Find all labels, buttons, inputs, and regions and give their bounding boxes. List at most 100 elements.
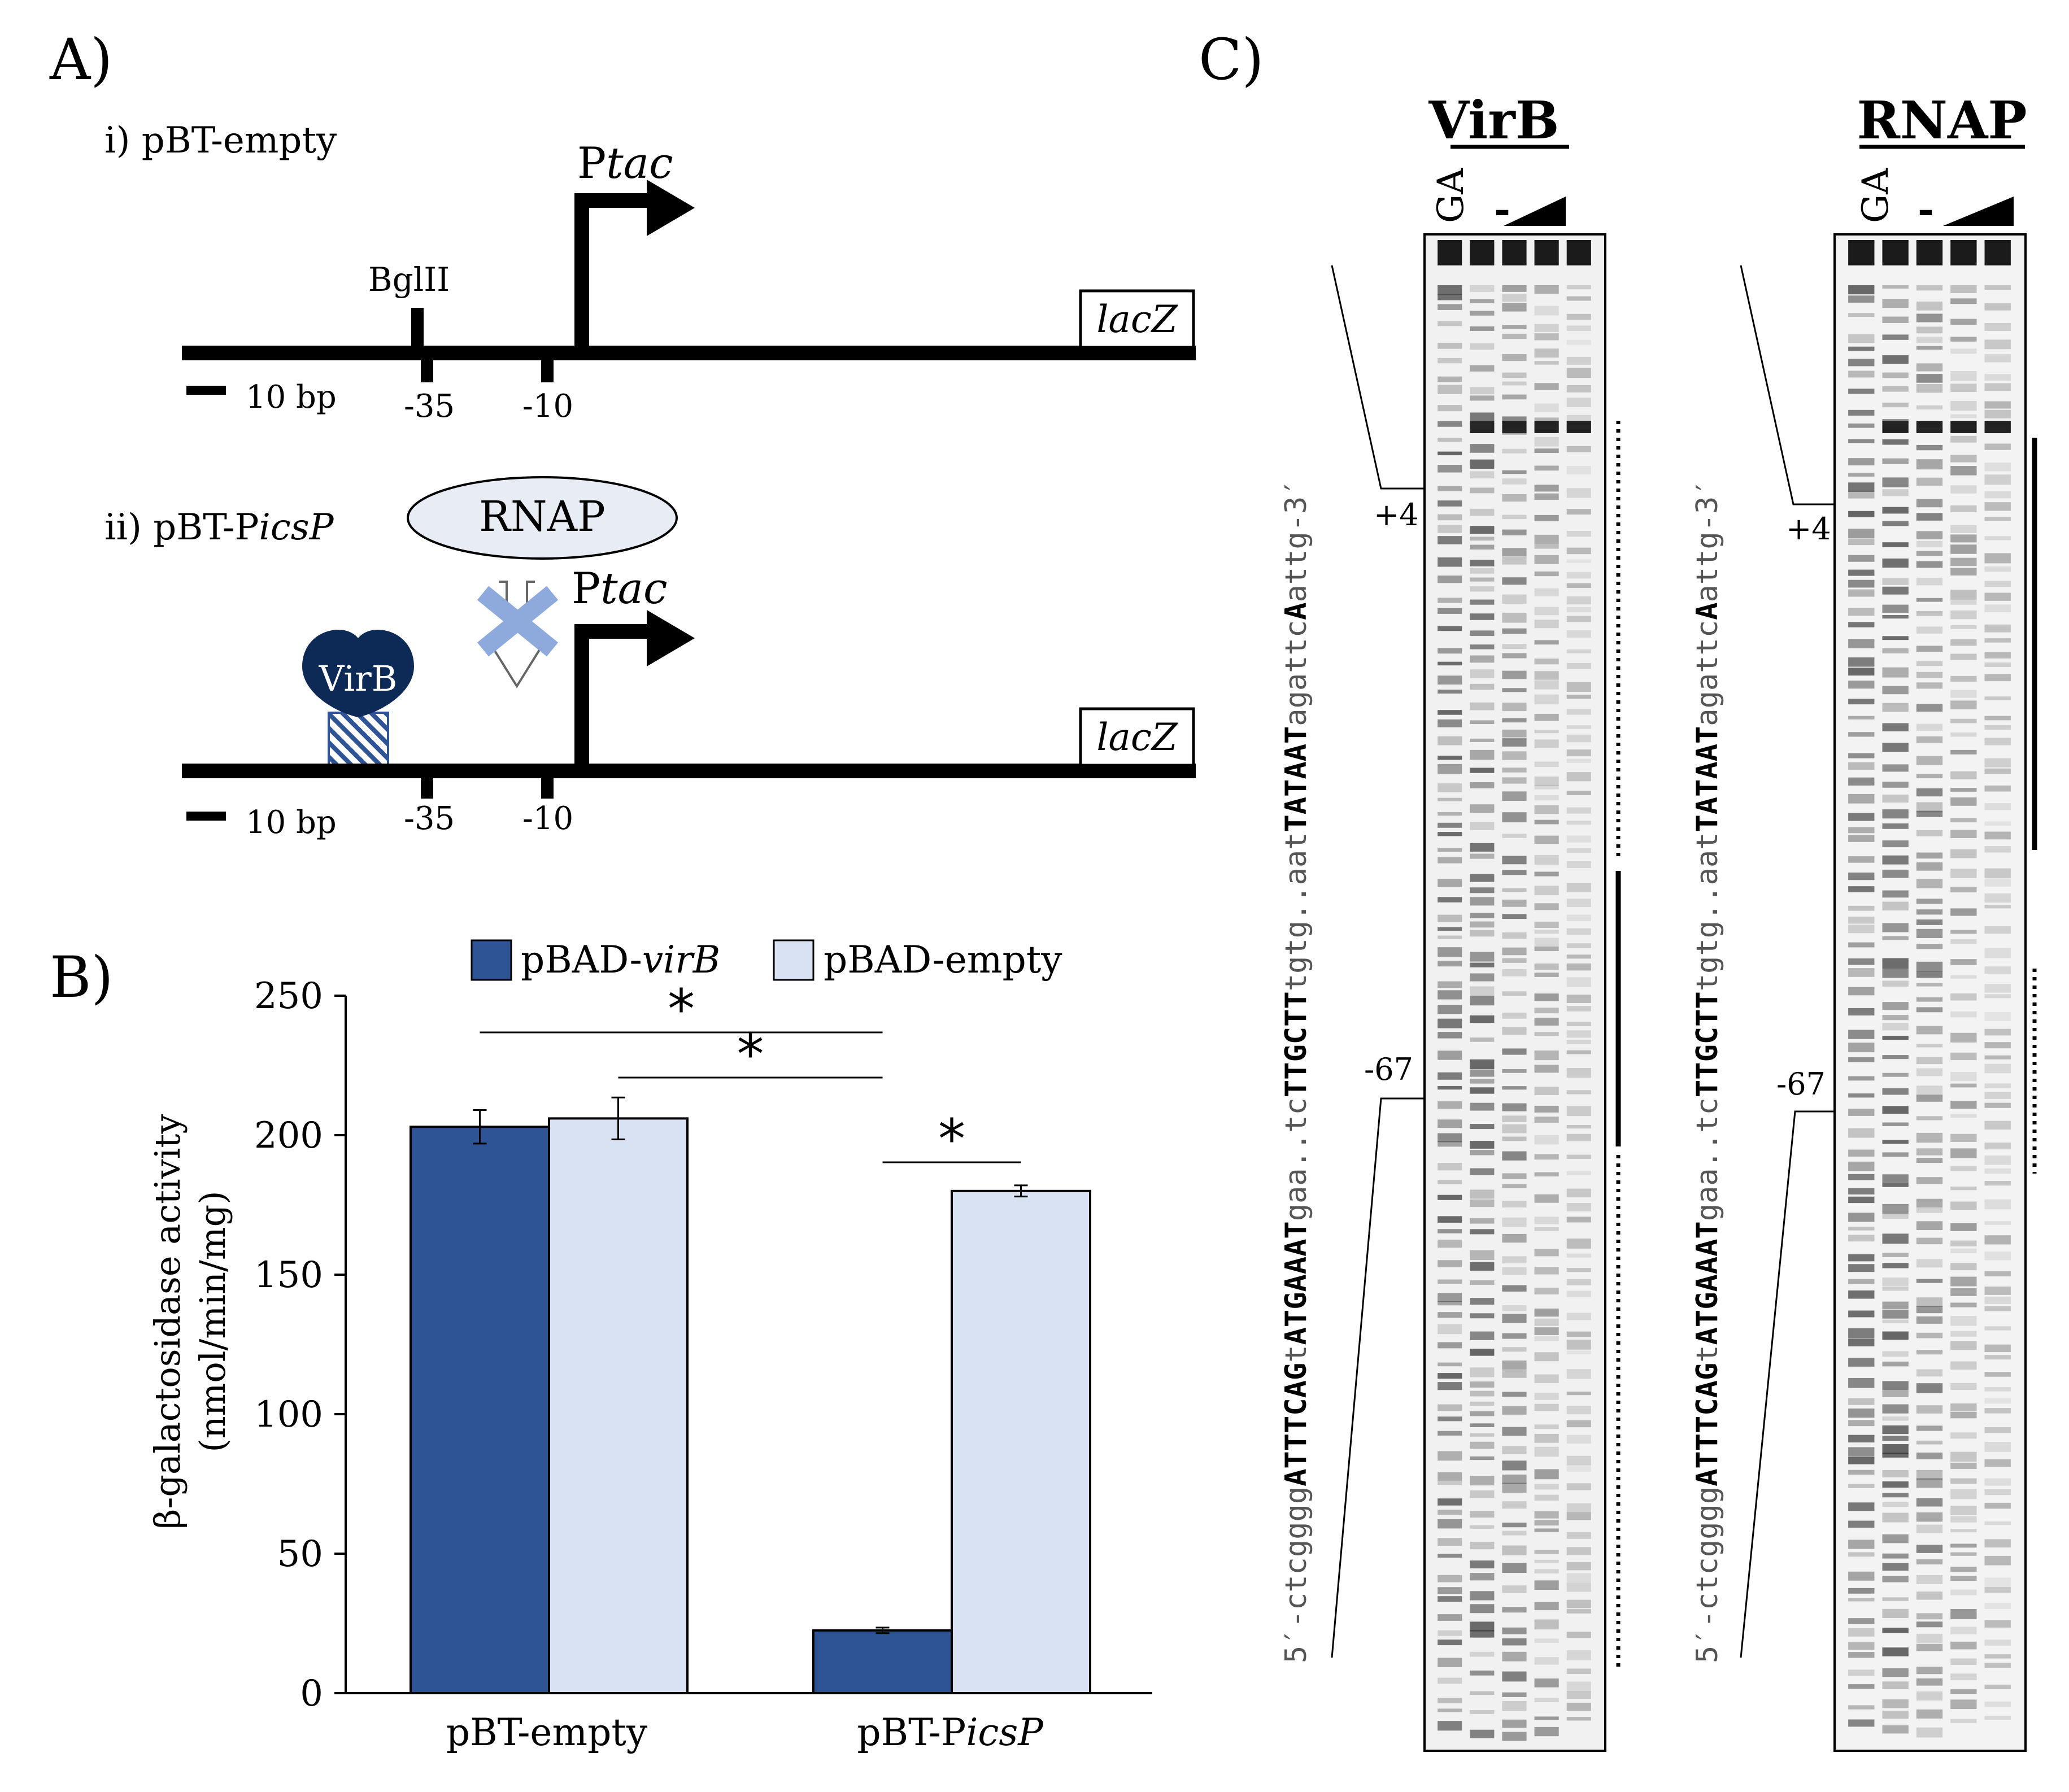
gel-band xyxy=(1848,346,1875,351)
gel-band xyxy=(1848,777,1875,786)
gel-band xyxy=(1470,526,1495,534)
gel-band xyxy=(1470,459,1495,469)
gel-band xyxy=(1438,1416,1462,1422)
gel-band xyxy=(1950,1341,1977,1350)
gel-band xyxy=(1534,403,1559,412)
gel-band xyxy=(1916,1007,1943,1013)
sequence-segment: gaa..tc xyxy=(1279,1097,1313,1221)
gel-band xyxy=(1848,716,1875,720)
gel-band xyxy=(1470,749,1495,760)
gel-band xyxy=(1848,1540,1875,1549)
legend-swatch-empty xyxy=(773,939,814,981)
gel-band xyxy=(1534,993,1559,1001)
minus35-label: -35 xyxy=(404,388,455,425)
gel-band xyxy=(1438,1301,1462,1306)
gel-band xyxy=(1502,870,1527,875)
gel-band xyxy=(1882,386,1909,392)
gel-band xyxy=(1470,1015,1495,1023)
gel-band xyxy=(1438,557,1462,567)
gel-band xyxy=(1534,1267,1559,1275)
gel-band xyxy=(1438,1180,1462,1184)
gel-band xyxy=(1534,739,1559,748)
gel-band xyxy=(1950,557,1977,566)
gel-band xyxy=(1882,840,1909,848)
gel-band xyxy=(1566,1106,1591,1117)
gel-band xyxy=(1848,668,1875,676)
gel-band xyxy=(1916,1691,1943,1701)
gel-band xyxy=(1950,975,1977,979)
gel-band xyxy=(1984,354,2011,363)
gel-band xyxy=(1502,448,1527,454)
gel-band xyxy=(1534,785,1559,790)
gel-band xyxy=(1470,285,1495,292)
gel-band xyxy=(1984,303,2011,311)
gel-band xyxy=(1470,568,1495,574)
gel-band xyxy=(1438,1342,1462,1349)
gel-band xyxy=(1438,764,1462,774)
gel-band xyxy=(1984,1502,2011,1509)
gel-band xyxy=(1848,439,1875,443)
gel-band xyxy=(1882,1036,1909,1040)
gel-band xyxy=(1534,285,1559,294)
gel-band xyxy=(1502,1256,1527,1264)
gel-band xyxy=(1502,1523,1527,1528)
gel-band xyxy=(1502,1233,1527,1243)
gel-band xyxy=(1984,1271,2011,1276)
gel-band xyxy=(1438,914,1462,922)
gel-band xyxy=(1950,700,1977,709)
gel-band xyxy=(1470,1331,1495,1340)
gel-band xyxy=(1566,1238,1591,1249)
bars xyxy=(410,1096,1091,1695)
gel-band xyxy=(1848,958,1875,965)
gel-band xyxy=(1848,1264,1875,1272)
gel-band xyxy=(1984,421,2011,433)
gel-band xyxy=(1950,1361,1977,1370)
gel-band xyxy=(1916,1177,1943,1184)
gel-band xyxy=(1916,723,1943,731)
construct-pbt-picsp: ii) pBT-PicsP RNAP Ptac VirB -35 -10 10 … xyxy=(104,476,1196,841)
gel-band xyxy=(1534,607,1559,616)
gel-band xyxy=(1470,1729,1495,1738)
gel-virb-image xyxy=(1423,233,1606,1752)
gel-band xyxy=(1882,1072,1909,1077)
gel-band xyxy=(1470,930,1495,937)
gel-band xyxy=(1984,1715,2011,1720)
gel-band xyxy=(1916,598,1943,602)
gel-band xyxy=(1502,429,1527,435)
gel-band xyxy=(1502,478,1527,485)
gel-band xyxy=(1916,899,1943,904)
gel-band xyxy=(1502,1201,1527,1208)
gel-band xyxy=(1916,1297,1943,1307)
gel-band xyxy=(1984,1199,2011,1210)
gel-band xyxy=(1848,473,1875,477)
gel-band xyxy=(1916,477,1943,486)
gel-band xyxy=(1470,343,1495,350)
gel-band xyxy=(1916,1512,1943,1522)
gel-band xyxy=(1916,1221,1943,1231)
gel-band xyxy=(1950,869,1977,878)
gel-band xyxy=(1534,805,1559,814)
gel-band xyxy=(1502,1427,1527,1436)
gel-band xyxy=(1848,793,1875,804)
gel-band xyxy=(1950,1403,1977,1411)
gel-band xyxy=(1534,1087,1559,1096)
gel-band xyxy=(1502,529,1527,535)
gel-band xyxy=(1848,1328,1875,1338)
gel-band xyxy=(1502,1531,1527,1536)
gel-band xyxy=(1470,1079,1495,1084)
gel-band xyxy=(1470,544,1495,550)
gel-band xyxy=(1882,334,1909,340)
gel-band xyxy=(1984,994,2011,999)
gel-band xyxy=(1502,703,1527,712)
gel-band xyxy=(1984,463,2011,472)
gel-band xyxy=(1566,1392,1591,1396)
gel-band xyxy=(1438,1279,1462,1284)
gel-band xyxy=(1470,853,1495,859)
gel-band xyxy=(1566,1702,1591,1711)
gel-band xyxy=(1534,1318,1559,1326)
gel-band xyxy=(1534,1172,1559,1177)
gel-band xyxy=(1566,861,1591,869)
gel-band xyxy=(1984,893,2011,903)
ptac-arrow-2 xyxy=(574,624,650,771)
gel-band xyxy=(1566,530,1591,537)
